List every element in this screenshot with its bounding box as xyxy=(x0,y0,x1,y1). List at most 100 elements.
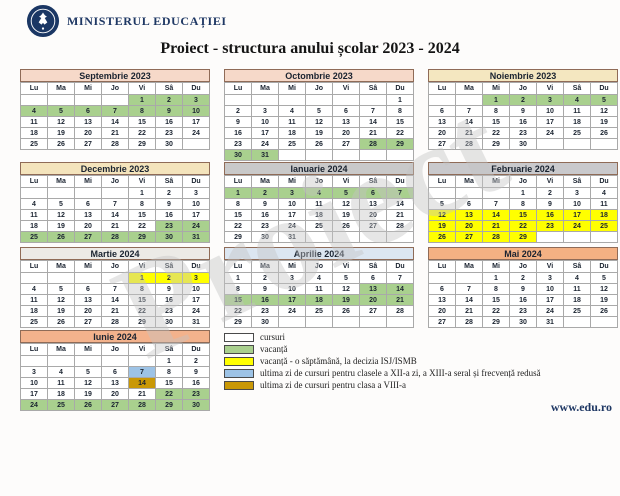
day-cell: 21 xyxy=(455,305,483,317)
day-cell: 16 xyxy=(251,209,279,221)
day-cell: 12 xyxy=(590,105,618,117)
day-cell: 10 xyxy=(182,283,210,295)
day-of-week-row: Lu Ma Mi Jo Vi Sâ Du xyxy=(428,175,618,188)
day-cell: 11 xyxy=(20,294,48,306)
empty-cell xyxy=(47,355,75,367)
legend-item: vacanță xyxy=(224,343,541,355)
day-cell: 13 xyxy=(74,294,102,306)
month-calendar-februarie: Februarie 2024 Lu Ma Mi Jo Vi Sâ Du 1 2 3 4 5 6 7 8 9 10… xyxy=(428,162,618,243)
day-of-week-label: Lu xyxy=(224,82,252,95)
day-of-week-label: Mi xyxy=(74,175,102,188)
week-row: 19 20 21 22 23 24 25 xyxy=(428,220,618,232)
month-title: Octombrie 2023 xyxy=(224,69,414,82)
day-cell: 7 xyxy=(455,105,483,117)
day-cell: 4 xyxy=(305,187,333,199)
day-cell: 17 xyxy=(536,116,564,128)
empty-cell xyxy=(128,355,156,367)
day-cell: 4 xyxy=(20,283,48,295)
day-cell: 24 xyxy=(536,305,564,317)
day-cell: 2 xyxy=(251,187,279,199)
day-cell: 11 xyxy=(278,116,306,128)
eagle-seal-icon xyxy=(26,4,60,38)
day-cell: 25 xyxy=(590,220,618,232)
day-cell: 30 xyxy=(509,316,537,328)
week-row: 18 19 20 21 22 23 24 xyxy=(20,127,210,139)
day-cell: 24 xyxy=(278,220,306,232)
day-cell: 9 xyxy=(155,105,183,117)
empty-cell xyxy=(101,94,129,106)
empty-cell xyxy=(359,149,387,161)
legend-item: cursuri xyxy=(224,331,541,343)
day-cell: 15 xyxy=(224,294,252,306)
day-of-week-label: Sâ xyxy=(155,260,183,273)
empty-cell xyxy=(101,272,129,284)
week-row: 29 30 31 xyxy=(224,231,414,243)
month-title: Mai 2024 xyxy=(428,247,618,260)
day-cell: 24 xyxy=(278,305,306,317)
day-cell: 30 xyxy=(509,138,537,150)
day-cell: 2 xyxy=(536,187,564,199)
ministry-name: MINISTERUL EDUCAȚIEI xyxy=(67,14,227,28)
day-cell: 10 xyxy=(563,198,591,210)
day-cell: 28 xyxy=(101,316,129,328)
website-link[interactable]: www.edu.ro xyxy=(550,400,612,414)
day-cell: 14 xyxy=(455,116,483,128)
day-cell: 28 xyxy=(101,138,129,150)
day-cell: 26 xyxy=(47,231,75,243)
day-cell: 14 xyxy=(482,209,510,221)
day-cell: 16 xyxy=(536,209,564,221)
day-cell: 26 xyxy=(305,138,333,150)
day-cell: 1 xyxy=(224,187,252,199)
day-cell: 16 xyxy=(251,294,279,306)
day-cell: 22 xyxy=(482,305,510,317)
day-cell: 14 xyxy=(128,377,156,389)
day-cell: 2 xyxy=(155,272,183,284)
day-cell: 22 xyxy=(482,127,510,139)
day-of-week-label: Mi xyxy=(74,82,102,95)
day-cell: 4 xyxy=(20,198,48,210)
day-cell: 1 xyxy=(482,94,510,106)
empty-cell xyxy=(305,231,333,243)
day-cell: 5 xyxy=(47,283,75,295)
day-cell: 16 xyxy=(509,294,537,306)
day-cell: 12 xyxy=(47,294,75,306)
day-of-week-label: Ma xyxy=(47,82,75,95)
day-cell: 20 xyxy=(332,127,360,139)
day-of-week-label: Lu xyxy=(20,82,48,95)
month-title: Martie 2024 xyxy=(20,247,210,260)
day-cell: 22 xyxy=(509,220,537,232)
day-cell: 9 xyxy=(251,283,279,295)
day-cell: 26 xyxy=(47,138,75,150)
day-cell: 1 xyxy=(386,94,414,106)
day-cell: 17 xyxy=(182,294,210,306)
day-of-week-label: Sâ xyxy=(359,175,387,188)
day-cell: 13 xyxy=(74,116,102,128)
day-of-week-label: Vi xyxy=(128,260,156,273)
day-cell: 19 xyxy=(47,305,75,317)
day-of-week-label: Jo xyxy=(305,82,333,95)
legend: cursuri vacanță vacanță - o săptămână, la … xyxy=(224,331,541,391)
day-of-week-label: Mi xyxy=(74,343,102,356)
day-cell: 26 xyxy=(332,305,360,317)
day-cell: 4 xyxy=(563,94,591,106)
day-of-week-label: Lu xyxy=(224,260,252,273)
day-of-week-row: Lu Ma Mi Jo Vi Sâ Du xyxy=(428,260,618,273)
day-cell: 28 xyxy=(386,305,414,317)
week-row: 13 14 15 16 17 18 19 xyxy=(428,294,618,306)
day-cell: 27 xyxy=(332,138,360,150)
day-cell: 28 xyxy=(128,399,156,411)
day-of-week-row: Lu Ma Mi Jo Vi Sâ Du xyxy=(224,175,414,188)
day-of-week-label: Vi xyxy=(332,82,360,95)
day-cell: 8 xyxy=(155,366,183,378)
day-of-week-label: Jo xyxy=(101,343,129,356)
day-cell: 14 xyxy=(101,116,129,128)
day-of-week-row: Lu Ma Mi Jo Vi Sâ Du xyxy=(20,82,210,95)
day-of-week-label: Vi xyxy=(128,343,156,356)
